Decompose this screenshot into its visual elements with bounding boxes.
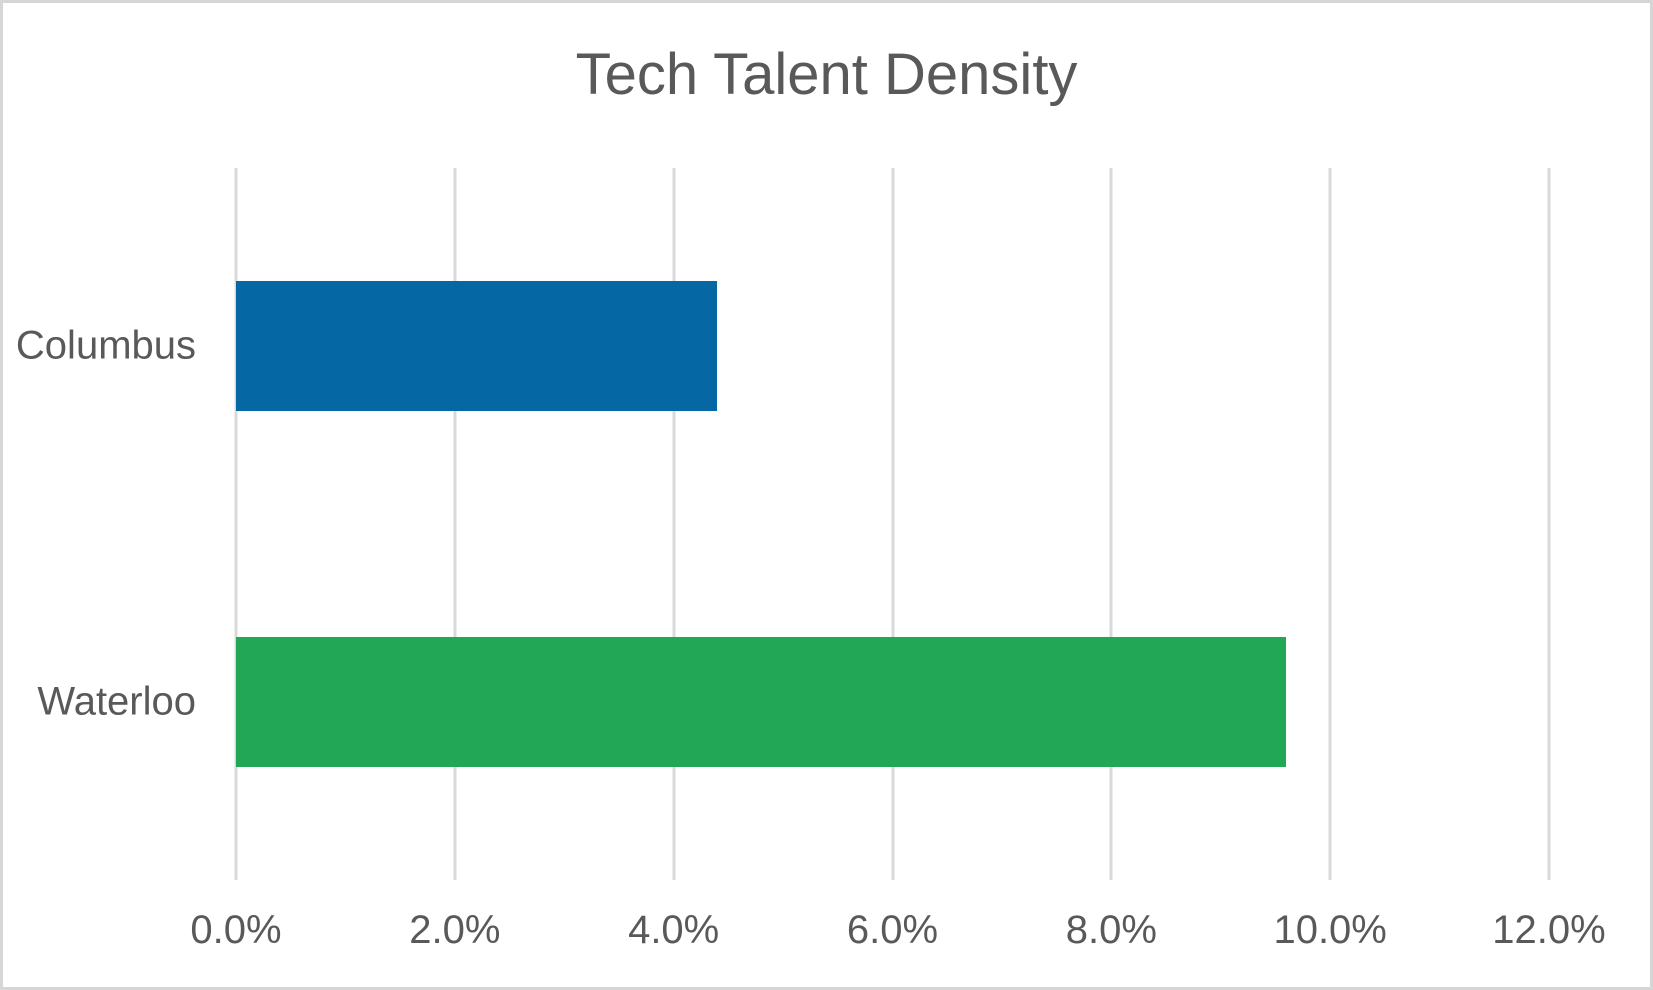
bar-waterloo bbox=[236, 637, 1287, 767]
gridline bbox=[1328, 168, 1332, 880]
gridline bbox=[1547, 168, 1551, 880]
x-tick-label: 4.0% bbox=[628, 908, 720, 952]
chart-title: Tech Talent Density bbox=[575, 42, 1078, 107]
bar-columbus bbox=[236, 281, 718, 411]
x-tick-label: 8.0% bbox=[1065, 908, 1157, 952]
gridline bbox=[453, 168, 457, 880]
gridline bbox=[672, 168, 676, 880]
category-label-columbus: Columbus bbox=[15, 323, 196, 368]
gridline bbox=[891, 168, 894, 880]
x-tick-label: 10.0% bbox=[1273, 908, 1387, 952]
x-tick-label: 6.0% bbox=[846, 908, 939, 952]
plot-area bbox=[234, 168, 1551, 880]
gridline bbox=[1109, 168, 1113, 880]
category-axis: Columbus Waterloo bbox=[3, 168, 196, 880]
x-tick-label: 0.0% bbox=[190, 908, 282, 952]
value-axis: 0.0% 2.0% 4.0% 6.0% 8.0% 10.0% 12.0% bbox=[190, 908, 1605, 968]
x-tick-label: 2.0% bbox=[409, 908, 501, 952]
x-tick-label: 12.0% bbox=[1492, 908, 1606, 952]
gridline bbox=[234, 168, 238, 880]
category-label-waterloo: Waterloo bbox=[37, 679, 196, 724]
